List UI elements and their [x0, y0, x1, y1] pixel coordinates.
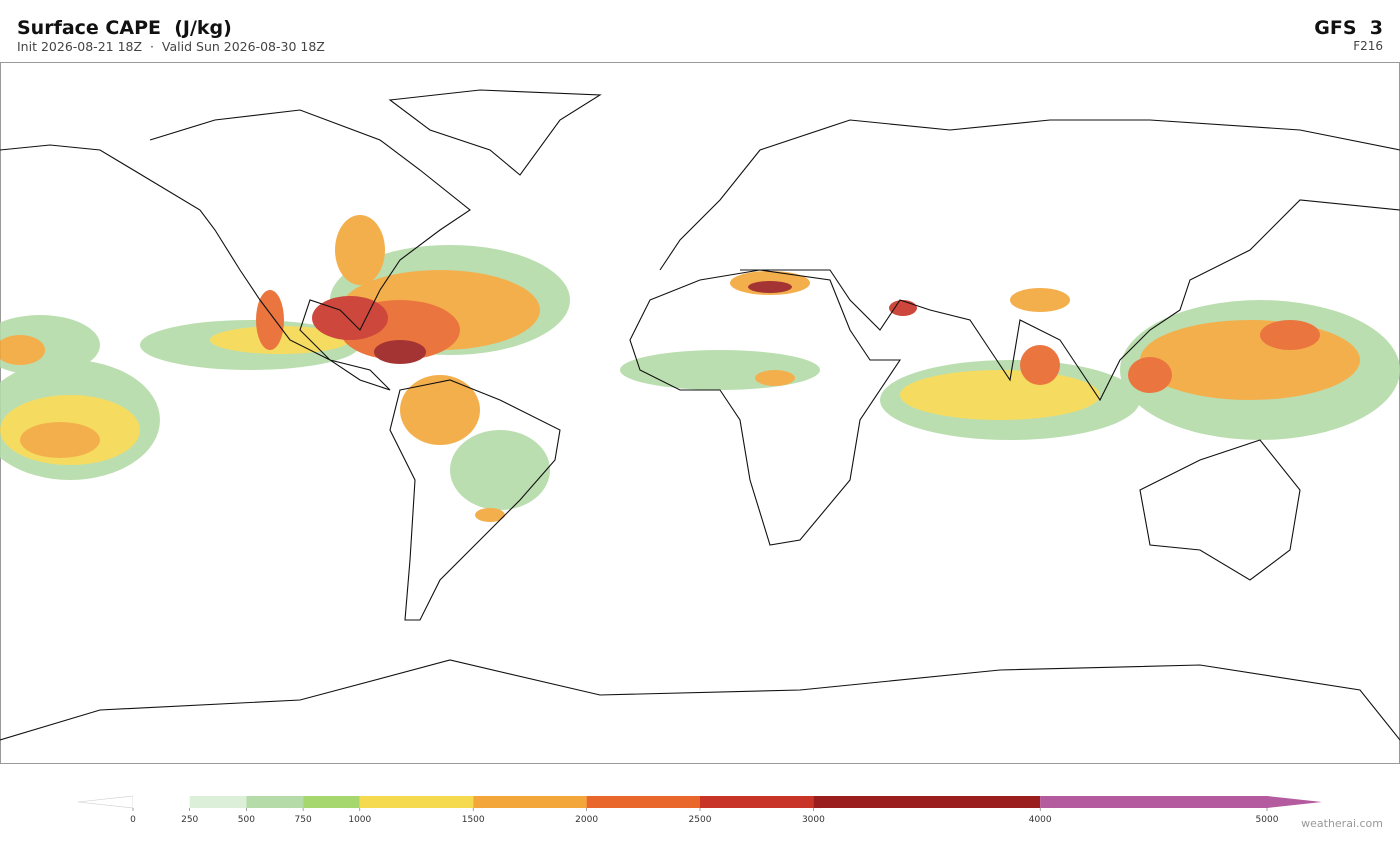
cape-area — [256, 290, 284, 350]
title: Surface CAPE (J/kg) — [17, 17, 232, 39]
colorbar-segment — [303, 796, 360, 808]
colorbar-segment — [246, 796, 304, 808]
forecast-hour: F216 — [1353, 39, 1383, 53]
colorbar-tick-label: 0 — [130, 815, 136, 825]
colorbar-tick-label: 2000 — [575, 815, 598, 825]
south-america — [389, 379, 561, 621]
cape-area — [374, 340, 426, 364]
colorbar-segment — [813, 796, 1041, 808]
colorbar-tick-label: 3000 — [802, 815, 825, 825]
antarctica — [0, 659, 1400, 741]
credit: weatherai.com — [1301, 817, 1383, 830]
australia — [1139, 439, 1301, 581]
cape-area — [335, 215, 385, 285]
colorbar-tick-label: 1500 — [462, 815, 485, 825]
cape-area — [1260, 320, 1320, 350]
cape-area — [1010, 288, 1070, 312]
cape-area — [20, 422, 100, 458]
cape-area — [400, 375, 480, 445]
cape-area — [475, 508, 505, 522]
colorbar-tick-label: 750 — [295, 815, 312, 825]
colorbar-tick-label: 1000 — [348, 815, 371, 825]
colorbar-over — [1267, 796, 1322, 808]
colorbar-segment — [189, 796, 247, 808]
cape-field — [0, 215, 1400, 522]
colorbar-segment — [586, 796, 700, 808]
greenland — [388, 89, 602, 176]
colorbar-segment — [359, 796, 474, 808]
subtitle: Init 2026-08-21 18Z · Valid Sun 2026-08-… — [17, 39, 325, 54]
colorbar: 0 250 500 750 1000 1500 2000 2500 3000 4000 5000 — [77, 795, 1322, 825]
cape-area — [900, 370, 1100, 420]
coastlines — [0, 89, 1400, 741]
cape-area — [0, 335, 45, 365]
cape-area — [312, 296, 388, 340]
north-america — [0, 109, 471, 391]
colorbar-tick-label: 4000 — [1029, 815, 1052, 825]
cape-area — [450, 430, 550, 510]
cape-area — [1020, 345, 1060, 385]
colorbar-tick-label: 500 — [238, 815, 255, 825]
colorbar-segment — [473, 796, 587, 808]
colorbar-tick-label: 250 — [181, 815, 198, 825]
colorbar-tick-label: 2500 — [689, 815, 712, 825]
eurasia — [659, 119, 1400, 402]
cape-area — [889, 300, 917, 316]
model-name: GFS 3 — [1314, 17, 1383, 39]
colorbar-segment — [1040, 796, 1267, 808]
cape-area — [748, 281, 792, 293]
colorbar-segment — [700, 796, 814, 808]
colorbar-under — [77, 795, 134, 809]
colorbar-segment — [133, 796, 190, 808]
colorbar-tick-label: 5000 — [1256, 815, 1279, 825]
cape-area — [620, 350, 820, 390]
cape-area — [1128, 357, 1172, 393]
cape-area — [755, 370, 795, 386]
africa — [629, 269, 902, 546]
cape-area — [1140, 320, 1360, 400]
map — [0, 62, 1400, 764]
